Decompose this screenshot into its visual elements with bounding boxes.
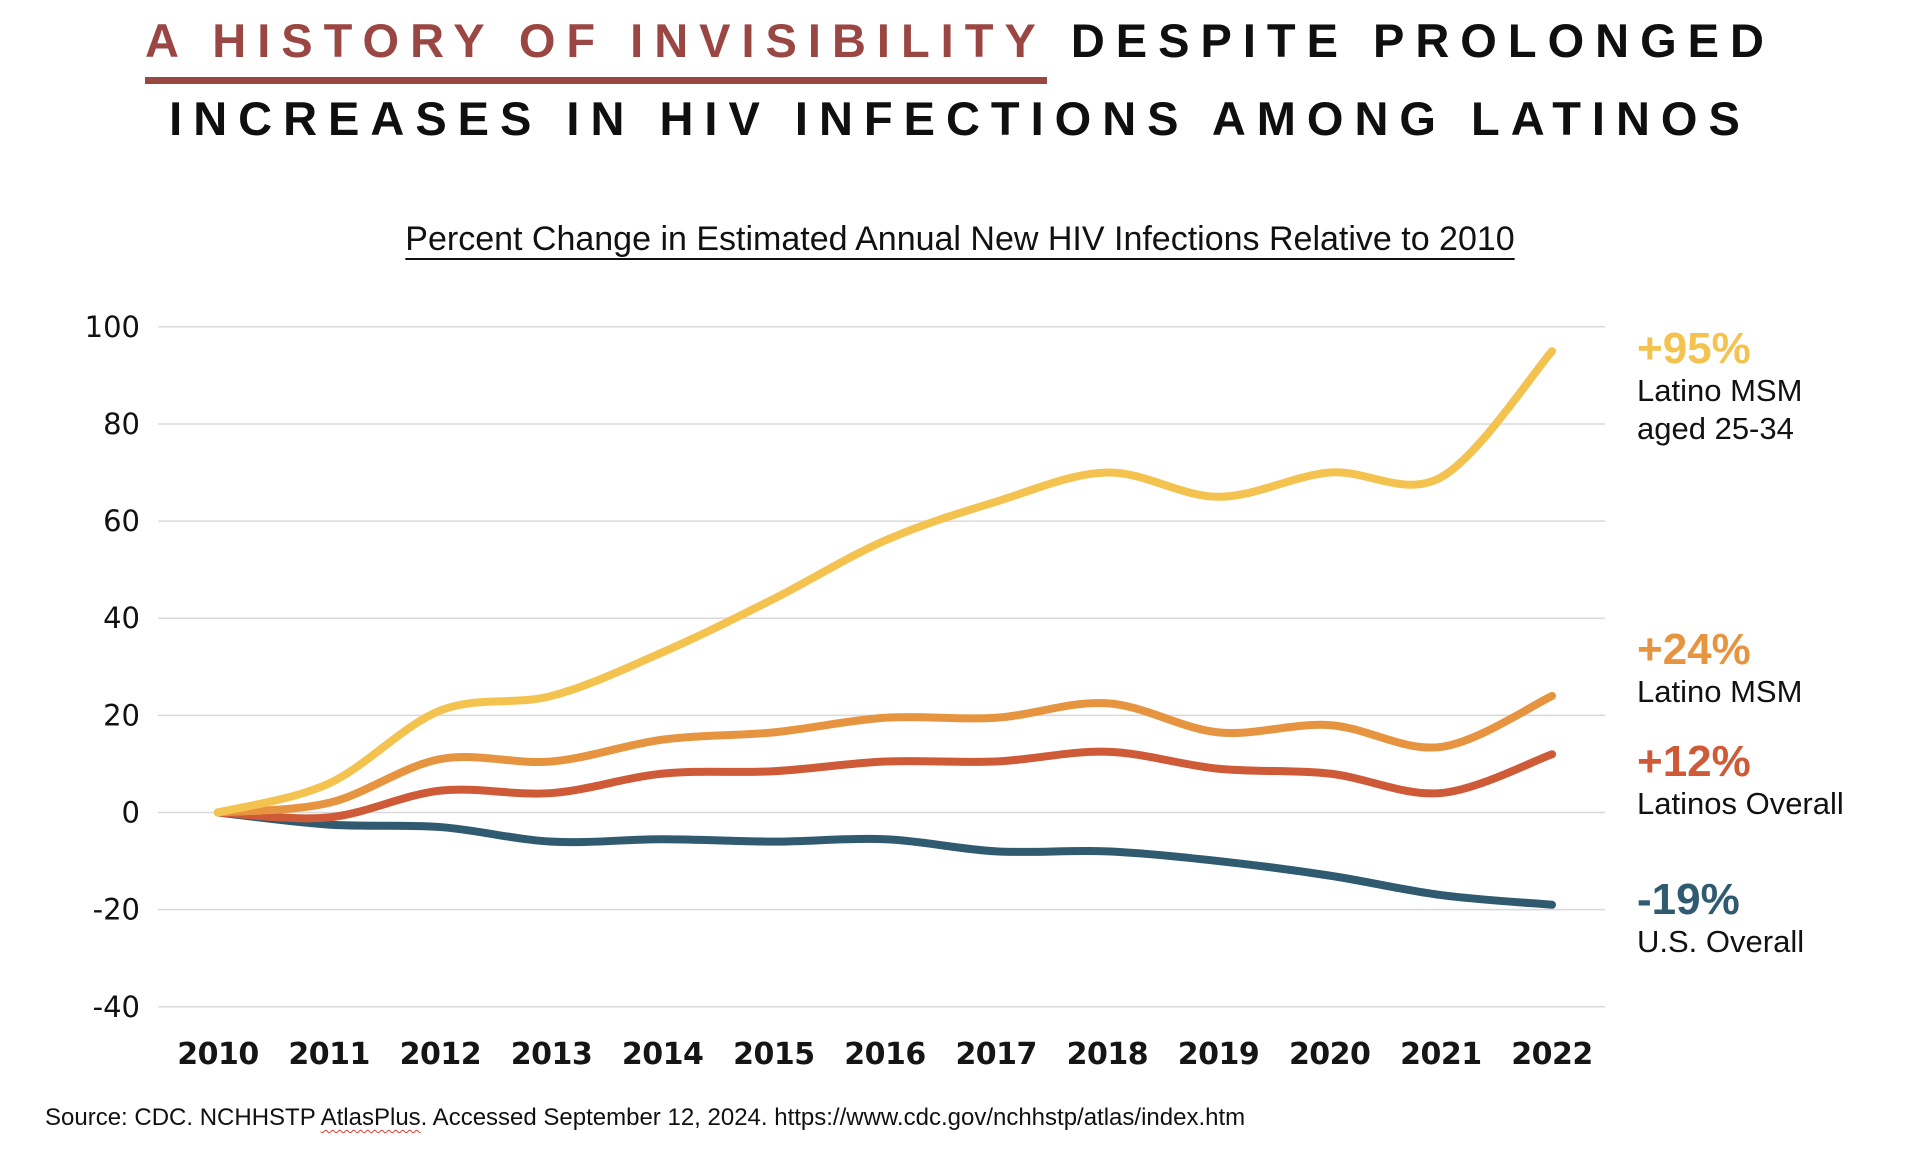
series-line-latino-msm-aged-25-34: [214, 347, 1557, 817]
title-highlight: A HISTORY OF INVISIBILITY: [145, 6, 1047, 84]
chart-subtitle: Percent Change in Estimated Annual New H…: [405, 220, 1515, 258]
source-prefix: Source: CDC. NCHHSTP: [45, 1104, 321, 1131]
y-tick-label: 0: [122, 796, 140, 830]
source-suffix: . Accessed September 12, 2024. https://w…: [420, 1104, 1246, 1131]
x-year-label: 2014: [622, 1037, 704, 1072]
y-tick-label: 100: [85, 310, 140, 344]
series-line-u-s-overall: [214, 808, 1557, 909]
main-title: A HISTORY OF INVISIBILITY DESPITE PROLON…: [0, 6, 1920, 154]
annotation-latino-msm-25-34: +95% Latino MSM aged 25-34: [1637, 326, 1802, 448]
annotation-value: -19%: [1637, 875, 1740, 924]
y-tick-label: -40: [93, 990, 140, 1024]
title-rest: DESPITE PROLONGED: [1046, 14, 1775, 67]
title-line-1: A HISTORY OF INVISIBILITY DESPITE PROLON…: [0, 6, 1920, 84]
annotation-latinos-overall: +12% Latinos Overall: [1637, 739, 1844, 823]
x-year-label: 2012: [400, 1037, 482, 1072]
x-axis-labels: 2010 2011 2012 2013 2014 2015 2016 2017 2018 2019…: [177, 1037, 1593, 1072]
x-year-label: 2021: [1400, 1037, 1482, 1072]
annotation-label: aged 25-34: [1637, 411, 1794, 446]
annotation-label: Latinos Overall: [1637, 786, 1844, 821]
x-year-label: 2019: [1178, 1037, 1260, 1072]
y-tick-label: 20: [103, 698, 140, 732]
annotation-label: U.S. Overall: [1637, 924, 1805, 959]
source-atlasplus: AtlasPlus: [320, 1104, 421, 1131]
annotation-us-overall: -19% U.S. Overall: [1637, 877, 1804, 961]
x-year-label: 2011: [288, 1037, 370, 1072]
x-year-label: 2018: [1067, 1037, 1149, 1072]
source-citation: Source: CDC. NCHHSTP AtlasPlus. Accessed…: [45, 1104, 1245, 1132]
annotation-value: +24%: [1637, 625, 1751, 674]
x-year-label: 2015: [733, 1037, 815, 1072]
y-axis-labels: 100 80 60 40 20 0 -20 -40: [85, 310, 140, 1024]
gridlines: [158, 326, 1605, 1008]
x-year-label: 2017: [955, 1037, 1037, 1072]
annotation-value: +95%: [1637, 324, 1751, 373]
x-year-label: 2022: [1511, 1037, 1593, 1072]
y-tick-label: 60: [103, 504, 140, 538]
y-tick-label: -20: [93, 893, 140, 927]
series-line-latino-msm: [214, 691, 1557, 817]
y-tick-label: 40: [103, 601, 140, 635]
y-tick-label: 80: [103, 407, 140, 441]
x-year-label: 2010: [177, 1037, 259, 1072]
x-year-label: 2016: [844, 1037, 926, 1072]
series-line-latinos-overall: [214, 747, 1557, 823]
x-year-label: 2020: [1289, 1037, 1371, 1072]
annotation-value: +12%: [1637, 737, 1751, 786]
title-line-2: INCREASES IN HIV INFECTIONS AMONG LATINO…: [169, 92, 1751, 145]
x-year-label: 2013: [511, 1037, 593, 1072]
annotation-label: Latino MSM: [1637, 674, 1803, 709]
annotation-label: Latino MSM: [1637, 373, 1803, 408]
annotation-latino-msm: +24% Latino MSM: [1637, 627, 1802, 711]
